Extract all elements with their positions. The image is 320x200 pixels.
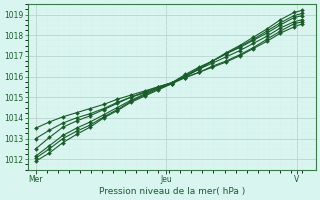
X-axis label: Pression niveau de la mer( hPa ): Pression niveau de la mer( hPa ) — [99, 187, 245, 196]
